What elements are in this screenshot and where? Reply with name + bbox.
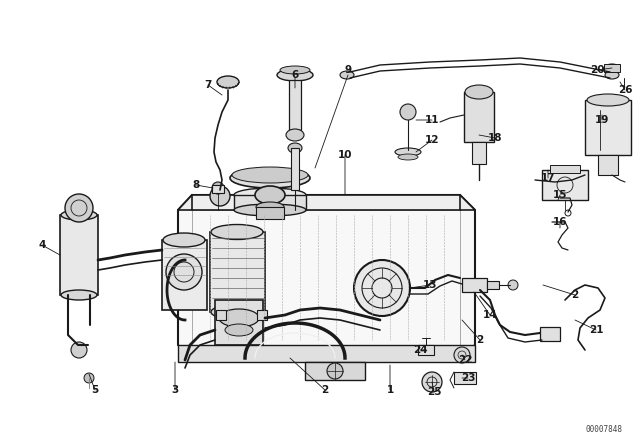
Bar (418, 345, 434, 355)
Polygon shape (178, 345, 475, 362)
Bar (212, 185, 224, 193)
Bar (598, 155, 618, 175)
Ellipse shape (217, 76, 239, 88)
Text: 10: 10 (338, 150, 352, 160)
Text: 23: 23 (461, 373, 476, 383)
Text: 3: 3 (172, 385, 179, 395)
Circle shape (422, 372, 442, 392)
Bar (585, 100, 631, 155)
Bar (60, 215, 98, 295)
Ellipse shape (234, 188, 306, 202)
Ellipse shape (211, 224, 263, 240)
Ellipse shape (211, 305, 263, 319)
Text: 2: 2 (476, 335, 484, 345)
Text: 12: 12 (425, 135, 439, 145)
Text: 9: 9 (344, 65, 351, 75)
Text: 17: 17 (541, 173, 556, 183)
Text: 4: 4 (38, 240, 45, 250)
Text: 22: 22 (458, 355, 472, 365)
Text: 24: 24 (413, 345, 428, 355)
Ellipse shape (61, 210, 97, 220)
Bar (487, 281, 499, 289)
Ellipse shape (465, 85, 493, 99)
Polygon shape (178, 195, 475, 210)
Ellipse shape (604, 64, 620, 72)
Bar (215, 300, 263, 345)
Bar (256, 207, 284, 219)
Ellipse shape (61, 290, 97, 300)
Bar (462, 278, 487, 292)
Circle shape (327, 363, 343, 379)
Circle shape (65, 194, 93, 222)
Text: 15: 15 (553, 190, 567, 200)
Ellipse shape (398, 154, 418, 160)
Ellipse shape (340, 71, 354, 79)
Bar (550, 165, 580, 173)
Ellipse shape (256, 202, 284, 212)
Text: 20: 20 (589, 65, 604, 75)
Circle shape (508, 280, 518, 290)
Text: 16: 16 (553, 217, 567, 227)
Bar (540, 327, 560, 341)
Bar (257, 310, 267, 320)
Bar (454, 372, 476, 384)
Circle shape (84, 373, 94, 383)
Circle shape (354, 260, 410, 316)
Circle shape (166, 254, 202, 290)
Text: 18: 18 (488, 133, 502, 143)
Text: 1: 1 (387, 385, 394, 395)
Bar (542, 170, 588, 200)
Circle shape (400, 104, 416, 120)
Ellipse shape (277, 69, 313, 81)
Ellipse shape (232, 167, 308, 183)
Bar (464, 92, 494, 142)
Bar (210, 232, 265, 312)
Bar (289, 80, 301, 130)
Bar (291, 148, 299, 190)
Text: 19: 19 (595, 115, 609, 125)
Text: 11: 11 (425, 115, 439, 125)
Ellipse shape (225, 324, 253, 336)
Ellipse shape (288, 143, 302, 153)
Text: 5: 5 (92, 385, 99, 395)
Text: 21: 21 (589, 325, 604, 335)
Ellipse shape (587, 94, 629, 106)
Bar (162, 240, 207, 310)
Text: 6: 6 (291, 70, 299, 80)
Text: 26: 26 (618, 85, 632, 95)
Bar (216, 310, 226, 320)
Text: 2: 2 (321, 385, 328, 395)
Polygon shape (178, 195, 475, 358)
Ellipse shape (605, 71, 619, 79)
Ellipse shape (286, 129, 304, 141)
Bar (604, 64, 620, 72)
Text: 7: 7 (204, 80, 212, 90)
Text: 14: 14 (483, 310, 497, 320)
Bar (234, 195, 306, 210)
Ellipse shape (219, 309, 259, 327)
Ellipse shape (395, 148, 421, 156)
Ellipse shape (234, 204, 306, 216)
Circle shape (210, 186, 230, 206)
Text: 2: 2 (572, 290, 579, 300)
Ellipse shape (280, 66, 310, 74)
Ellipse shape (163, 233, 205, 247)
Circle shape (454, 347, 470, 363)
Text: 8: 8 (193, 180, 200, 190)
Ellipse shape (230, 168, 310, 188)
Circle shape (212, 182, 224, 194)
Bar (305, 362, 365, 380)
Ellipse shape (255, 186, 285, 204)
Text: 00007848: 00007848 (585, 425, 622, 434)
Circle shape (71, 342, 87, 358)
Text: 13: 13 (423, 280, 437, 290)
Bar (472, 142, 486, 164)
Text: 25: 25 (427, 387, 441, 397)
